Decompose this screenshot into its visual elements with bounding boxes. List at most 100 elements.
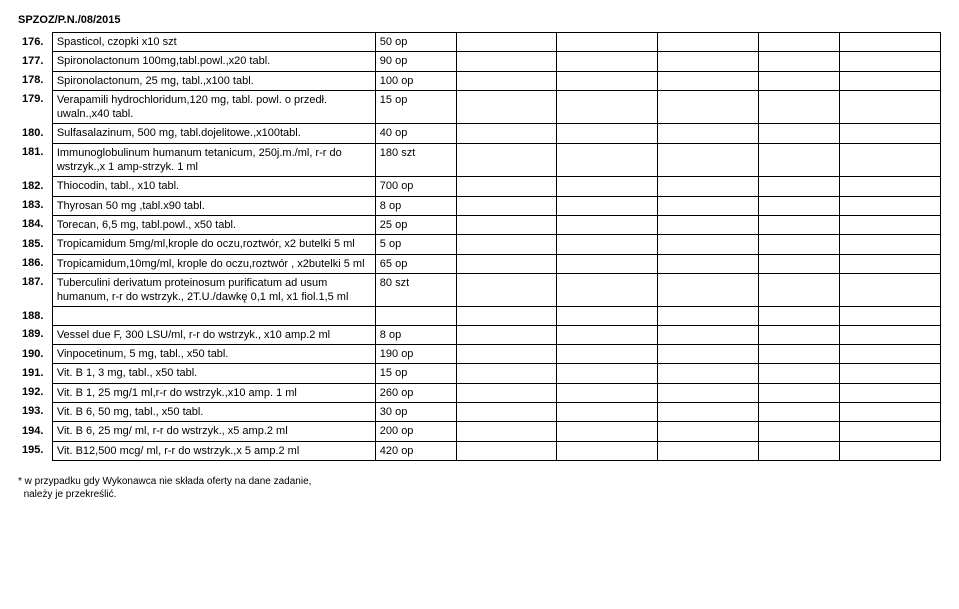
row-empty-col-3	[456, 307, 557, 325]
row-quantity: 15 op	[375, 90, 456, 124]
row-description: Verapamili hydrochloridum,120 mg, tabl. …	[52, 90, 375, 124]
row-empty-col-7	[840, 254, 941, 273]
table-row: 188.	[18, 307, 941, 325]
row-empty-col-5	[658, 52, 759, 71]
row-empty-col-3	[456, 71, 557, 90]
row-empty-col-6	[759, 177, 840, 196]
items-table: 176.Spasticol, czopki x10 szt50 op177.Sp…	[18, 32, 941, 461]
table-row: 190.Vinpocetinum, 5 mg, tabl., x50 tabl.…	[18, 345, 941, 364]
row-empty-col-6	[759, 345, 840, 364]
row-empty-col-7	[840, 307, 941, 325]
row-description: Vessel due F, 300 LSU/ml, r-r do wstrzyk…	[52, 325, 375, 344]
table-row: 192.Vit. B 1, 25 mg/1 ml,r-r do wstrzyk.…	[18, 383, 941, 402]
row-empty-col-5	[658, 383, 759, 402]
row-empty-col-6	[759, 33, 840, 52]
row-number: 191.	[18, 364, 52, 383]
row-number: 183.	[18, 196, 52, 215]
row-empty-col-4	[557, 196, 658, 215]
row-quantity: 260 op	[375, 383, 456, 402]
row-empty-col-3	[456, 177, 557, 196]
row-description: Tropicamidum,10mg/ml, krople do oczu,roz…	[52, 254, 375, 273]
row-empty-col-5	[658, 422, 759, 441]
footnote-line1: * w przypadku gdy Wykonawca nie składa o…	[18, 476, 311, 487]
row-number: 179.	[18, 90, 52, 124]
row-empty-col-5	[658, 402, 759, 421]
row-empty-col-5	[658, 325, 759, 344]
row-empty-col-3	[456, 254, 557, 273]
row-quantity: 190 op	[375, 345, 456, 364]
row-description: Vit. B 1, 25 mg/1 ml,r-r do wstrzyk.,x10…	[52, 383, 375, 402]
row-quantity: 5 op	[375, 235, 456, 254]
row-empty-col-6	[759, 402, 840, 421]
row-description	[52, 307, 375, 325]
doc-header: SPZOZ/P.N./08/2015	[18, 14, 941, 26]
row-empty-col-4	[557, 441, 658, 460]
row-empty-col-5	[658, 177, 759, 196]
row-empty-col-6	[759, 143, 840, 177]
row-empty-col-3	[456, 196, 557, 215]
row-number: 188.	[18, 307, 52, 325]
row-empty-col-3	[456, 325, 557, 344]
row-empty-col-4	[557, 143, 658, 177]
row-empty-col-4	[557, 345, 658, 364]
table-row: 193.Vit. B 6, 50 mg, tabl., x50 tabl.30 …	[18, 402, 941, 421]
row-description: Spasticol, czopki x10 szt	[52, 33, 375, 52]
row-empty-col-4	[557, 364, 658, 383]
row-empty-col-4	[557, 273, 658, 307]
row-empty-col-6	[759, 235, 840, 254]
row-quantity: 420 op	[375, 441, 456, 460]
row-empty-col-5	[658, 71, 759, 90]
row-number: 186.	[18, 254, 52, 273]
row-empty-col-7	[840, 422, 941, 441]
row-empty-col-4	[557, 235, 658, 254]
row-empty-col-7	[840, 71, 941, 90]
table-row: 186.Tropicamidum,10mg/ml, krople do oczu…	[18, 254, 941, 273]
row-quantity: 80 szt	[375, 273, 456, 307]
table-row: 194.Vit. B 6, 25 mg/ ml, r-r do wstrzyk.…	[18, 422, 941, 441]
row-description: Torecan, 6,5 mg, tabl.powl., x50 tabl.	[52, 215, 375, 234]
row-empty-col-4	[557, 90, 658, 124]
row-empty-col-7	[840, 52, 941, 71]
row-empty-col-6	[759, 273, 840, 307]
row-number: 184.	[18, 215, 52, 234]
row-empty-col-5	[658, 307, 759, 325]
row-empty-col-7	[840, 33, 941, 52]
row-empty-col-6	[759, 325, 840, 344]
row-empty-col-3	[456, 441, 557, 460]
row-description: Immunoglobulinum humanum tetanicum, 250j…	[52, 143, 375, 177]
row-empty-col-6	[759, 124, 840, 143]
row-empty-col-5	[658, 196, 759, 215]
row-empty-col-7	[840, 143, 941, 177]
row-description: Vit. B 6, 25 mg/ ml, r-r do wstrzyk., x5…	[52, 422, 375, 441]
row-description: Spironolactonum, 25 mg, tabl.,x100 tabl.	[52, 71, 375, 90]
row-empty-col-7	[840, 196, 941, 215]
row-empty-col-3	[456, 90, 557, 124]
row-empty-col-5	[658, 90, 759, 124]
row-empty-col-7	[840, 90, 941, 124]
row-quantity: 8 op	[375, 196, 456, 215]
row-empty-col-7	[840, 325, 941, 344]
row-number: 180.	[18, 124, 52, 143]
row-quantity: 100 op	[375, 71, 456, 90]
row-number: 185.	[18, 235, 52, 254]
row-empty-col-5	[658, 143, 759, 177]
row-empty-col-7	[840, 383, 941, 402]
row-empty-col-5	[658, 124, 759, 143]
row-empty-col-6	[759, 307, 840, 325]
row-empty-col-6	[759, 196, 840, 215]
row-empty-col-4	[557, 422, 658, 441]
row-description: Vinpocetinum, 5 mg, tabl., x50 tabl.	[52, 345, 375, 364]
row-empty-col-5	[658, 441, 759, 460]
row-description: Thyrosan 50 mg ,tabl.x90 tabl.	[52, 196, 375, 215]
row-empty-col-7	[840, 402, 941, 421]
row-number: 187.	[18, 273, 52, 307]
row-empty-col-3	[456, 33, 557, 52]
row-number: 182.	[18, 177, 52, 196]
table-row: 189.Vessel due F, 300 LSU/ml, r-r do wst…	[18, 325, 941, 344]
row-empty-col-4	[557, 71, 658, 90]
row-description: Vit. B 1, 3 mg, tabl., x50 tabl.	[52, 364, 375, 383]
footnote-line2: należy je przekreślić.	[24, 489, 117, 500]
row-number: 189.	[18, 325, 52, 344]
table-row: 180.Sulfasalazinum, 500 mg, tabl.dojelit…	[18, 124, 941, 143]
row-empty-col-6	[759, 254, 840, 273]
